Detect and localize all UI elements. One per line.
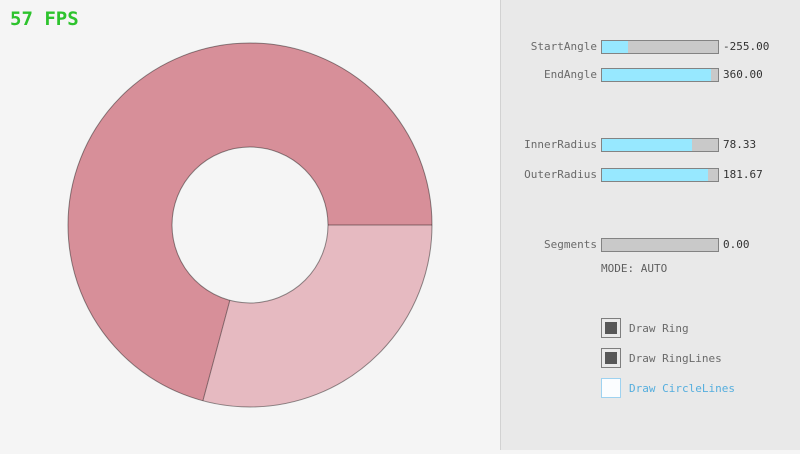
start-angle-slider-fill — [602, 41, 628, 53]
ring-inner-outline — [171, 146, 329, 304]
segments-mode-label: MODE: AUTO — [601, 262, 668, 275]
outer-radius-label: OuterRadius — [524, 168, 597, 181]
start-angle-slider[interactable] — [601, 40, 719, 54]
ring-segment-light — [202, 225, 432, 407]
draw-circle-lines-label: Draw CircleLines — [629, 381, 735, 395]
inner-radius-label: InnerRadius — [524, 138, 597, 151]
checkbox-draw-circle-lines[interactable]: Draw CircleLines — [601, 378, 735, 398]
end-angle-slider-fill — [602, 69, 712, 81]
slider-row-start-angle: StartAngle -255.00 — [501, 40, 800, 54]
outer-radius-slider[interactable] — [601, 168, 719, 182]
inner-radius-slider[interactable] — [601, 138, 719, 152]
draw-circle-lines-checkbox-box[interactable] — [601, 378, 621, 398]
end-angle-value: 360.00 — [723, 68, 763, 81]
start-angle-label: StartAngle — [530, 40, 597, 53]
end-angle-label: EndAngle — [544, 68, 597, 81]
ring-chart — [67, 42, 433, 408]
segments-label: Segments — [544, 238, 597, 251]
control-panel: StartAngle -255.00 EndAngle 360.00 Inner… — [500, 0, 800, 450]
draw-ring-lines-checkbox-box[interactable] — [601, 348, 621, 368]
slider-row-outer-radius: OuterRadius 181.67 — [501, 168, 800, 182]
draw-ring-checkbox-box[interactable] — [601, 318, 621, 338]
draw-ring-label: Draw Ring — [629, 321, 689, 335]
slider-row-end-angle: EndAngle 360.00 — [501, 68, 800, 82]
draw-ring-checkbox-check — [605, 322, 617, 334]
checkbox-draw-ring[interactable]: Draw Ring — [601, 318, 689, 338]
ring-outer-outline — [67, 42, 433, 408]
outer-radius-value: 181.67 — [723, 168, 763, 181]
slider-row-segments: Segments 0.00 — [501, 238, 800, 252]
drawing-canvas — [67, 42, 433, 408]
slider-row-inner-radius: InnerRadius 78.33 — [501, 138, 800, 152]
segments-slider[interactable] — [601, 238, 719, 252]
ring-segment-dark — [68, 42, 433, 401]
segments-value: 0.00 — [723, 238, 750, 251]
fps-counter: 57 FPS — [10, 8, 79, 30]
outer-radius-slider-fill — [602, 169, 708, 181]
ring-start-angle-line — [202, 300, 231, 401]
inner-radius-value: 78.33 — [723, 138, 757, 151]
draw-ring-lines-checkbox-check — [605, 352, 617, 364]
start-angle-value: -255.00 — [723, 40, 770, 53]
inner-radius-slider-fill — [602, 139, 693, 151]
draw-ring-lines-label: Draw RingLines — [629, 351, 722, 365]
end-angle-slider[interactable] — [601, 68, 719, 82]
checkbox-draw-ring-lines[interactable]: Draw RingLines — [601, 348, 722, 368]
